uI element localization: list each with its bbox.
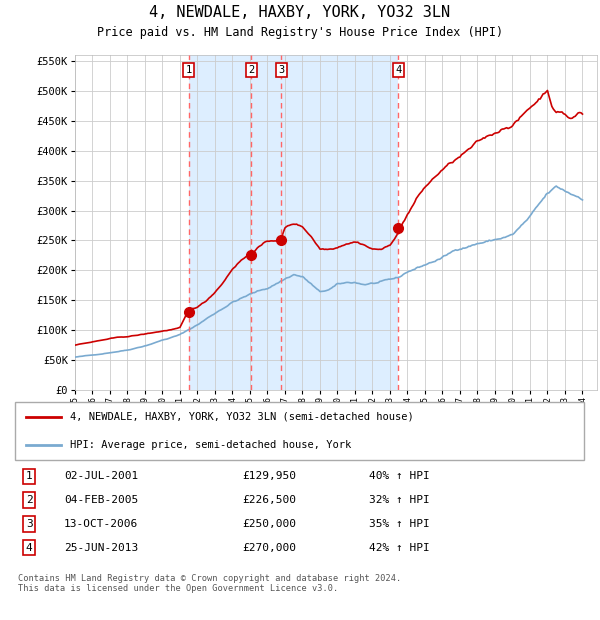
Text: 42% ↑ HPI: 42% ↑ HPI: [369, 542, 430, 552]
Bar: [189, 55, 251, 390]
Text: 4, NEWDALE, HAXBY, YORK, YO32 3LN (semi-detached house): 4, NEWDALE, HAXBY, YORK, YO32 3LN (semi-…: [70, 412, 413, 422]
Text: Contains HM Land Registry data © Crown copyright and database right 2024.
This d: Contains HM Land Registry data © Crown c…: [18, 574, 401, 593]
Text: 40% ↑ HPI: 40% ↑ HPI: [369, 471, 430, 481]
Text: £129,950: £129,950: [242, 471, 296, 481]
Text: Price paid vs. HM Land Registry's House Price Index (HPI): Price paid vs. HM Land Registry's House …: [97, 26, 503, 39]
Text: 2: 2: [26, 495, 32, 505]
Text: 1: 1: [26, 471, 32, 481]
Text: £250,000: £250,000: [242, 519, 296, 529]
Text: £270,000: £270,000: [242, 542, 296, 552]
Text: 25-JUN-2013: 25-JUN-2013: [64, 542, 138, 552]
Text: 3: 3: [278, 65, 284, 75]
Text: 32% ↑ HPI: 32% ↑ HPI: [369, 495, 430, 505]
Text: 35% ↑ HPI: 35% ↑ HPI: [369, 519, 430, 529]
Text: 4, NEWDALE, HAXBY, YORK, YO32 3LN: 4, NEWDALE, HAXBY, YORK, YO32 3LN: [149, 5, 451, 20]
Bar: [251, 55, 281, 390]
Text: 4: 4: [395, 65, 401, 75]
FancyBboxPatch shape: [15, 402, 584, 459]
Text: £226,500: £226,500: [242, 495, 296, 505]
Text: HPI: Average price, semi-detached house, York: HPI: Average price, semi-detached house,…: [70, 440, 351, 450]
Text: 13-OCT-2006: 13-OCT-2006: [64, 519, 138, 529]
Bar: [281, 55, 398, 390]
Text: 3: 3: [26, 519, 32, 529]
Text: 2: 2: [248, 65, 254, 75]
Text: 04-FEB-2005: 04-FEB-2005: [64, 495, 138, 505]
Text: 1: 1: [185, 65, 192, 75]
Text: 4: 4: [26, 542, 32, 552]
Text: 02-JUL-2001: 02-JUL-2001: [64, 471, 138, 481]
